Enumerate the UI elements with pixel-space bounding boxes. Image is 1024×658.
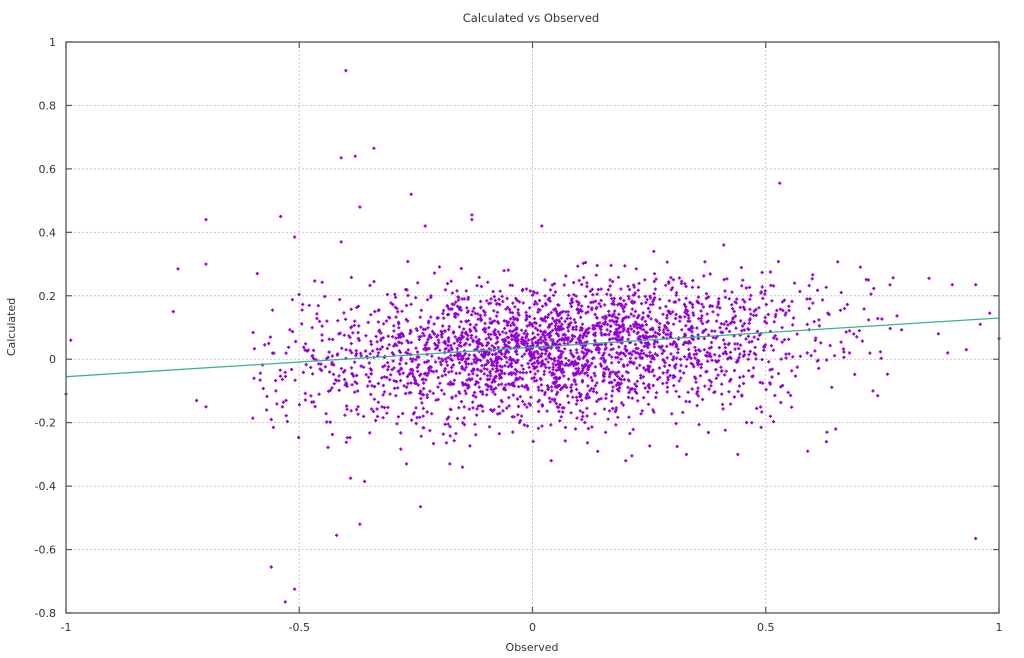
scatter-markers bbox=[64, 69, 1001, 604]
data-points bbox=[64, 69, 1001, 604]
y-tick-label: -0.8 bbox=[35, 607, 56, 620]
y-axis-label: Calculated bbox=[5, 298, 18, 356]
y-axis-ticks: 1 0.8 0.6 0.4 0.2 0 -0.2 -0.4 -0.6 -0.8 bbox=[35, 36, 999, 620]
y-tick-label: -0.6 bbox=[35, 544, 56, 557]
y-tick-label: 0.4 bbox=[39, 226, 57, 239]
x-axis-label: Observed bbox=[506, 641, 559, 654]
fit-line bbox=[65, 317, 1000, 378]
y-tick-label: 0.8 bbox=[39, 99, 57, 112]
x-tick-label: -0.5 bbox=[289, 621, 310, 634]
x-tick-label: -1 bbox=[61, 621, 72, 634]
y-tick-label: 0.6 bbox=[39, 163, 57, 176]
x-tick-label: 0.5 bbox=[757, 621, 775, 634]
y-tick-label: -0.2 bbox=[35, 417, 56, 430]
y-tick-label: 1 bbox=[49, 36, 56, 49]
x-tick-label: 0 bbox=[529, 621, 536, 634]
trend-line bbox=[65, 317, 1000, 378]
y-tick-label: -0.4 bbox=[35, 480, 56, 493]
chart-title: Calculated vs Observed bbox=[463, 11, 599, 25]
y-tick-label: 0 bbox=[49, 353, 56, 366]
x-tick-label: 1 bbox=[996, 621, 1003, 634]
x-axis-ticks: -1 -0.5 0 0.5 1 bbox=[61, 42, 1003, 634]
y-tick-label: 0.2 bbox=[39, 290, 57, 303]
